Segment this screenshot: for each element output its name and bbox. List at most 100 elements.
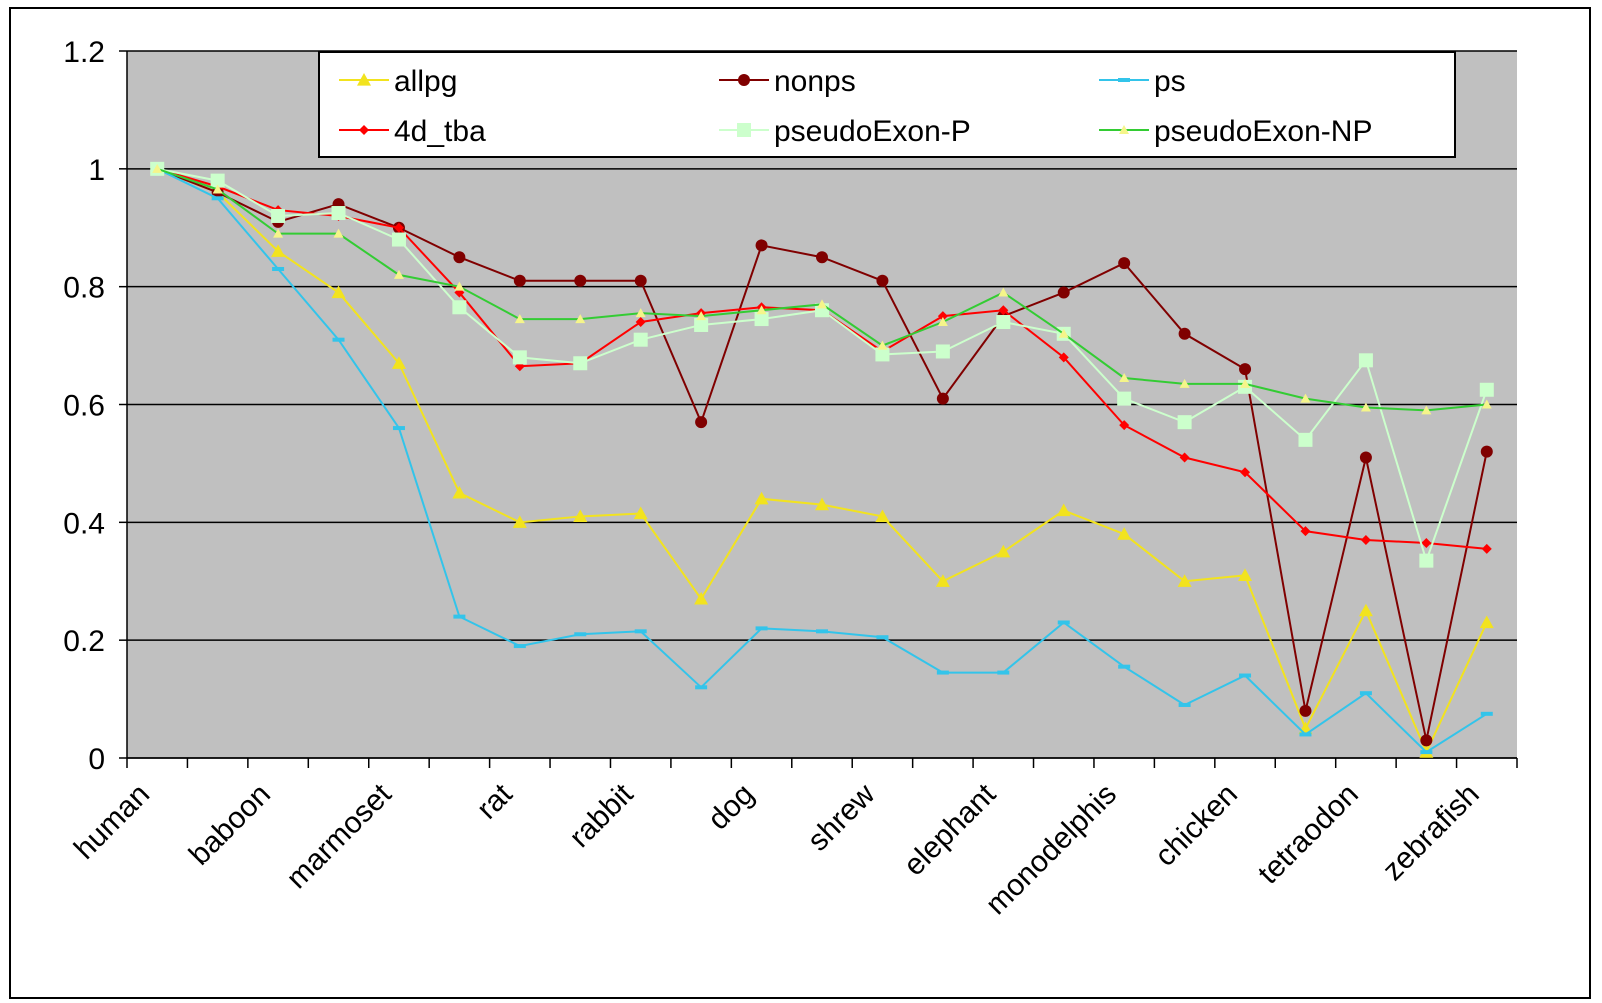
marker bbox=[936, 392, 949, 405]
marker bbox=[996, 315, 1011, 330]
marker bbox=[755, 626, 768, 631]
marker bbox=[1481, 399, 1492, 409]
marker bbox=[935, 344, 950, 359]
marker bbox=[273, 228, 284, 238]
marker bbox=[754, 312, 769, 327]
marker bbox=[875, 347, 890, 362]
marker bbox=[1117, 527, 1132, 540]
marker bbox=[1359, 691, 1372, 696]
marker bbox=[573, 509, 588, 523]
legend-label: ps bbox=[1154, 65, 1186, 98]
legend-label: pseudoExon-NP bbox=[1154, 115, 1372, 148]
marker bbox=[754, 491, 769, 505]
marker bbox=[1179, 452, 1190, 463]
marker bbox=[573, 356, 588, 371]
marker bbox=[1179, 378, 1190, 388]
marker bbox=[1300, 393, 1311, 403]
marker bbox=[574, 632, 587, 637]
marker bbox=[1119, 125, 1129, 134]
marker bbox=[996, 544, 1011, 558]
marker bbox=[1480, 711, 1493, 716]
marker bbox=[512, 515, 527, 528]
marker bbox=[816, 629, 828, 634]
marker bbox=[1358, 353, 1373, 368]
marker bbox=[331, 206, 346, 221]
marker bbox=[1058, 328, 1069, 338]
marker bbox=[634, 274, 647, 287]
marker bbox=[271, 208, 286, 223]
marker bbox=[695, 416, 708, 429]
marker bbox=[211, 196, 224, 201]
marker bbox=[512, 350, 527, 365]
marker bbox=[454, 281, 465, 291]
y-tick-label: 0.2 bbox=[63, 625, 105, 658]
marker bbox=[936, 670, 949, 675]
marker bbox=[452, 485, 467, 499]
marker bbox=[737, 123, 751, 137]
marker bbox=[1480, 445, 1493, 458]
marker bbox=[937, 311, 948, 322]
marker bbox=[271, 244, 286, 257]
marker bbox=[1420, 750, 1433, 755]
marker bbox=[1481, 543, 1492, 554]
marker bbox=[876, 274, 889, 287]
marker bbox=[1360, 535, 1371, 546]
marker bbox=[453, 614, 466, 619]
marker bbox=[817, 299, 827, 309]
marker bbox=[1420, 734, 1433, 747]
marker bbox=[1056, 503, 1071, 517]
marker bbox=[393, 269, 404, 279]
marker bbox=[1178, 327, 1191, 340]
marker bbox=[633, 506, 648, 520]
y-tick-label: 0 bbox=[88, 743, 105, 776]
marker bbox=[359, 125, 369, 135]
marker bbox=[332, 337, 345, 342]
marker bbox=[1358, 603, 1373, 617]
marker bbox=[1118, 78, 1130, 82]
marker bbox=[1239, 363, 1252, 376]
y-tick-label: 0.8 bbox=[63, 272, 105, 305]
marker bbox=[1479, 382, 1494, 397]
marker bbox=[357, 73, 371, 86]
marker bbox=[514, 314, 525, 324]
marker bbox=[1299, 704, 1312, 717]
marker bbox=[998, 305, 1009, 316]
legend-label: allpg bbox=[394, 65, 457, 98]
marker bbox=[997, 670, 1010, 675]
marker bbox=[1177, 574, 1192, 587]
y-tick-label: 1 bbox=[88, 154, 105, 187]
marker bbox=[391, 232, 406, 247]
marker bbox=[574, 274, 587, 287]
legend-label: 4d_tba bbox=[394, 115, 486, 148]
marker bbox=[935, 574, 950, 587]
marker bbox=[210, 173, 225, 188]
marker bbox=[875, 509, 890, 523]
marker bbox=[1238, 568, 1253, 581]
marker bbox=[634, 629, 647, 634]
marker bbox=[391, 356, 406, 369]
marker bbox=[755, 239, 768, 252]
marker bbox=[635, 308, 646, 318]
marker bbox=[1178, 702, 1191, 707]
marker bbox=[738, 74, 750, 86]
marker bbox=[1057, 620, 1070, 625]
marker bbox=[816, 251, 828, 264]
marker bbox=[1118, 257, 1131, 270]
marker bbox=[212, 184, 223, 194]
marker bbox=[1421, 405, 1432, 415]
marker bbox=[1360, 402, 1371, 412]
marker bbox=[1118, 664, 1131, 669]
marker bbox=[756, 305, 767, 315]
legend-label: pseudoExon-P bbox=[774, 115, 971, 148]
marker bbox=[1117, 391, 1132, 406]
marker bbox=[1119, 420, 1130, 431]
legend-label: nonps bbox=[774, 65, 856, 98]
marker bbox=[1239, 673, 1252, 678]
marker bbox=[635, 317, 646, 328]
marker bbox=[696, 311, 707, 321]
marker bbox=[1299, 732, 1312, 737]
marker bbox=[392, 426, 405, 431]
marker bbox=[633, 332, 648, 347]
marker bbox=[937, 317, 948, 327]
